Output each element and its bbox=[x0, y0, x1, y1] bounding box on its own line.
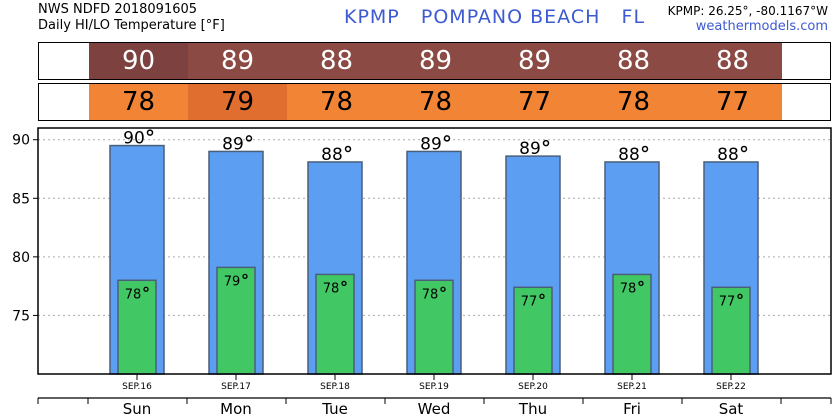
lo-bar bbox=[216, 266, 256, 375]
date-label: SEP.17 bbox=[221, 382, 251, 392]
hi-strip-cell: 89 bbox=[188, 43, 287, 79]
site-link[interactable]: weathermodels.com bbox=[695, 19, 828, 34]
lo-temperature-strip: 78 79 78 78 77 78 77 bbox=[38, 83, 831, 121]
y-tick-label: 80 bbox=[12, 250, 30, 266]
hi-value-label: 88 bbox=[321, 145, 343, 165]
hi-bar bbox=[208, 150, 264, 375]
y-tick-label: 90 bbox=[12, 133, 30, 149]
degree-icon bbox=[440, 286, 446, 292]
lo-value-label: 78 bbox=[620, 281, 637, 296]
day-label: Fri bbox=[623, 400, 641, 418]
hi-bar bbox=[703, 161, 759, 375]
lo-strip-cell: 78 bbox=[89, 84, 188, 120]
degree-icon bbox=[539, 293, 545, 299]
degree-icon bbox=[242, 273, 248, 280]
header-right: KPMP: 26.25°, -80.1167°W weathermodels.c… bbox=[668, 3, 828, 35]
hi-strip-cell: 88 bbox=[584, 43, 683, 79]
y-axis: 75 80 85 90 bbox=[12, 133, 38, 324]
hi-value-label: 89 bbox=[222, 134, 244, 154]
hi-bar bbox=[604, 161, 660, 375]
hi-bar bbox=[406, 150, 462, 375]
lo-value-label: 77 bbox=[719, 294, 736, 309]
lo-strip-cell: 78 bbox=[584, 84, 683, 120]
hi-value-label: 90 bbox=[123, 129, 145, 149]
x-axis: SEP.16 Sun SEP.17 Mon SEP.18 Tue SEP.19 Wed SEP.… bbox=[37, 374, 832, 418]
chart-title: Daily HI/LO Temperature [°F] bbox=[38, 18, 225, 33]
date-label: SEP.22 bbox=[716, 382, 746, 392]
hi-value-label: 88 bbox=[618, 145, 640, 165]
lo-bar bbox=[315, 273, 355, 375]
lo-strip-cell: 77 bbox=[485, 84, 584, 120]
degree-icon bbox=[341, 280, 347, 287]
day-label: Tue bbox=[321, 400, 348, 418]
lo-strip-cell: 79 bbox=[188, 84, 287, 120]
model-run-label: NWS NDFD 2018091605 bbox=[38, 2, 198, 17]
lo-value-label: 78 bbox=[422, 287, 439, 302]
hi-value-label: 89 bbox=[420, 134, 442, 154]
lo-strip-cell: 77 bbox=[683, 84, 782, 120]
station-title: KPMP POMPANO BEACH FL bbox=[344, 6, 646, 28]
hi-value-label: 88 bbox=[717, 145, 739, 165]
y-tick-label: 85 bbox=[12, 191, 30, 207]
degree-icon bbox=[638, 280, 644, 287]
lo-strip-cell: 78 bbox=[287, 84, 386, 120]
degree-icon bbox=[641, 145, 649, 153]
hi-temperature-strip: 90 89 88 89 89 88 88 bbox=[38, 42, 831, 80]
grid-lines bbox=[38, 139, 831, 316]
lo-value-label: 79 bbox=[224, 274, 241, 289]
lo-bar bbox=[117, 279, 157, 375]
lo-bar bbox=[711, 286, 751, 375]
lo-value-label: 78 bbox=[323, 281, 340, 296]
lo-value-label: 77 bbox=[521, 294, 538, 309]
header-left: NWS NDFD 2018091605 Daily HI/LO Temperat… bbox=[38, 2, 225, 34]
lo-value-label: 78 bbox=[125, 287, 142, 302]
hi-strip-cell: 88 bbox=[287, 43, 386, 79]
date-label: SEP.19 bbox=[419, 382, 449, 392]
degree-icon bbox=[146, 129, 154, 136]
degree-icon bbox=[344, 145, 352, 153]
hi-strip-cell: 88 bbox=[683, 43, 782, 79]
day-label: Wed bbox=[418, 400, 451, 418]
day-label: Mon bbox=[220, 400, 252, 418]
bars bbox=[109, 144, 759, 375]
plot-frame bbox=[37, 127, 832, 375]
degree-icon bbox=[443, 135, 451, 142]
degree-icon bbox=[245, 135, 253, 142]
degree-icon bbox=[737, 293, 743, 299]
bar-labels: 90 78 89 79 88 78 89 78 89 77 88 78 88 77 bbox=[123, 129, 748, 309]
lo-strip-cell: 78 bbox=[386, 84, 485, 120]
hi-bar bbox=[505, 155, 561, 375]
hi-bar bbox=[307, 161, 363, 375]
date-label: SEP.21 bbox=[617, 382, 647, 392]
hi-bar bbox=[109, 144, 165, 375]
date-label: SEP.16 bbox=[122, 382, 152, 392]
date-label: SEP.18 bbox=[320, 382, 350, 392]
day-label: Thu bbox=[518, 400, 547, 418]
day-label: Sat bbox=[719, 400, 744, 418]
hi-value-label: 89 bbox=[519, 139, 541, 159]
coords-label: KPMP: 26.25°, -80.1167°W bbox=[667, 4, 828, 18]
day-label: Sun bbox=[123, 400, 152, 418]
lo-bar bbox=[612, 273, 652, 375]
hi-strip-cell: 89 bbox=[485, 43, 584, 79]
degree-icon bbox=[143, 286, 149, 292]
degree-icon bbox=[740, 145, 748, 153]
lo-bar bbox=[414, 279, 454, 375]
hi-strip-cell: 90 bbox=[89, 43, 188, 79]
hi-strip-cell: 89 bbox=[386, 43, 485, 79]
y-tick-label: 75 bbox=[12, 308, 30, 324]
degree-icon bbox=[542, 139, 550, 147]
date-label: SEP.20 bbox=[518, 382, 548, 392]
lo-bar bbox=[513, 286, 553, 375]
